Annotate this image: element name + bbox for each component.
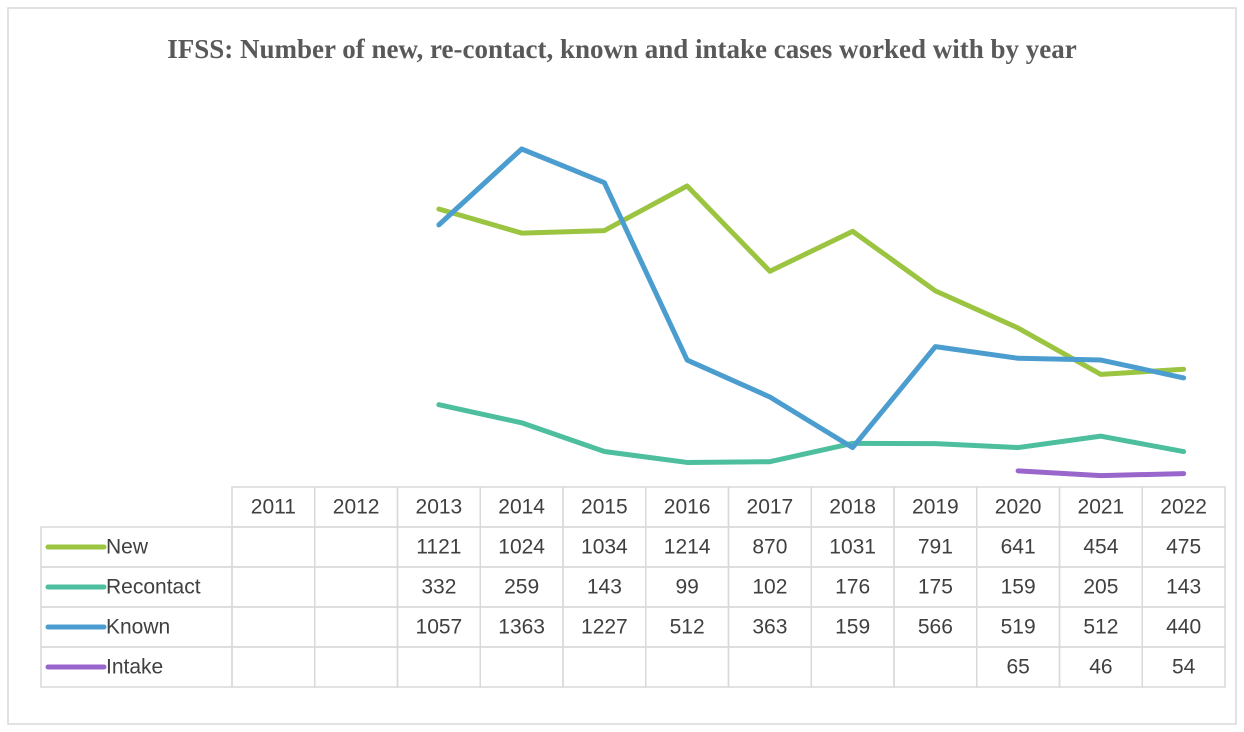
series-line: [436, 402, 1187, 465]
x-tick-label: 2017: [747, 496, 794, 519]
table-cell: [645, 646, 730, 688]
table-value: 454: [1083, 536, 1118, 559]
table-cell: [314, 566, 399, 608]
table-value: 54: [1172, 656, 1196, 679]
table-value: 1024: [498, 536, 545, 559]
table-value: 159: [1001, 576, 1036, 599]
table-value: 159: [835, 616, 870, 639]
table-value: 475: [1166, 536, 1201, 559]
table-cell: [893, 646, 978, 688]
table-value: 175: [918, 576, 953, 599]
table-cell: [231, 526, 316, 568]
legend-label: Known: [106, 616, 170, 639]
x-tick-label: 2014: [498, 496, 545, 519]
legend-label: Intake: [106, 656, 163, 679]
table-value: 363: [752, 616, 787, 639]
x-tick-label: 2020: [995, 496, 1042, 519]
series-line: [436, 183, 1187, 377]
table-value: 1214: [664, 536, 711, 559]
series-line: [1015, 468, 1187, 479]
x-tick-label: 2012: [333, 496, 380, 519]
table-value: 143: [587, 576, 622, 599]
x-tick-label: 2013: [416, 496, 463, 519]
table-cell: [231, 606, 316, 648]
chart-title: IFSS: Number of new, re-contact, known a…: [167, 34, 1077, 64]
table-value: 176: [835, 576, 870, 599]
x-tick-label: 2021: [1078, 496, 1125, 519]
x-tick-label: 2011: [251, 496, 296, 519]
table-value: 870: [752, 536, 787, 559]
table-value: 143: [1166, 576, 1201, 599]
table-value: 102: [752, 576, 787, 599]
table-value: 99: [675, 576, 698, 599]
x-tick-label: 2022: [1160, 496, 1207, 519]
table-cell: [396, 646, 481, 688]
table-value: 1057: [416, 616, 463, 639]
table-cell: [314, 606, 399, 648]
x-tick-label: 2015: [581, 496, 628, 519]
legend-label: New: [106, 536, 149, 559]
table-value: 440: [1166, 616, 1201, 639]
table-cell: [810, 646, 895, 688]
table-value: 519: [1001, 616, 1036, 639]
table-cell: [314, 646, 399, 688]
table-value: 205: [1083, 576, 1118, 599]
table-value: 259: [504, 576, 539, 599]
table-cell: [1141, 646, 1226, 688]
x-tick-label: 2019: [912, 496, 959, 519]
table-value: 65: [1006, 656, 1029, 679]
table-value: 332: [421, 576, 456, 599]
table-value: 1121: [416, 536, 461, 559]
chart-border: [7, 7, 1237, 725]
table-cell: [314, 526, 399, 568]
table-value: 566: [918, 616, 953, 639]
table-value: 512: [670, 616, 705, 639]
table-cell: [231, 566, 316, 608]
table-value: 1031: [829, 536, 876, 559]
series-line: [436, 146, 1187, 451]
table-value: 1227: [581, 616, 628, 639]
table-value: 641: [1001, 536, 1036, 559]
x-tick-label: 2016: [664, 496, 711, 519]
table-value: 1363: [498, 616, 545, 639]
x-tick-label: 2018: [829, 496, 876, 519]
table-value: 791: [918, 536, 953, 559]
table-cell: [727, 646, 812, 688]
table-value: 46: [1089, 656, 1112, 679]
table-value: 1034: [581, 536, 628, 559]
table-value: 512: [1083, 616, 1118, 639]
legend-label: Recontact: [106, 576, 201, 599]
table-cell: [231, 646, 316, 688]
table-cell: [562, 646, 647, 688]
table-cell: [479, 646, 564, 688]
